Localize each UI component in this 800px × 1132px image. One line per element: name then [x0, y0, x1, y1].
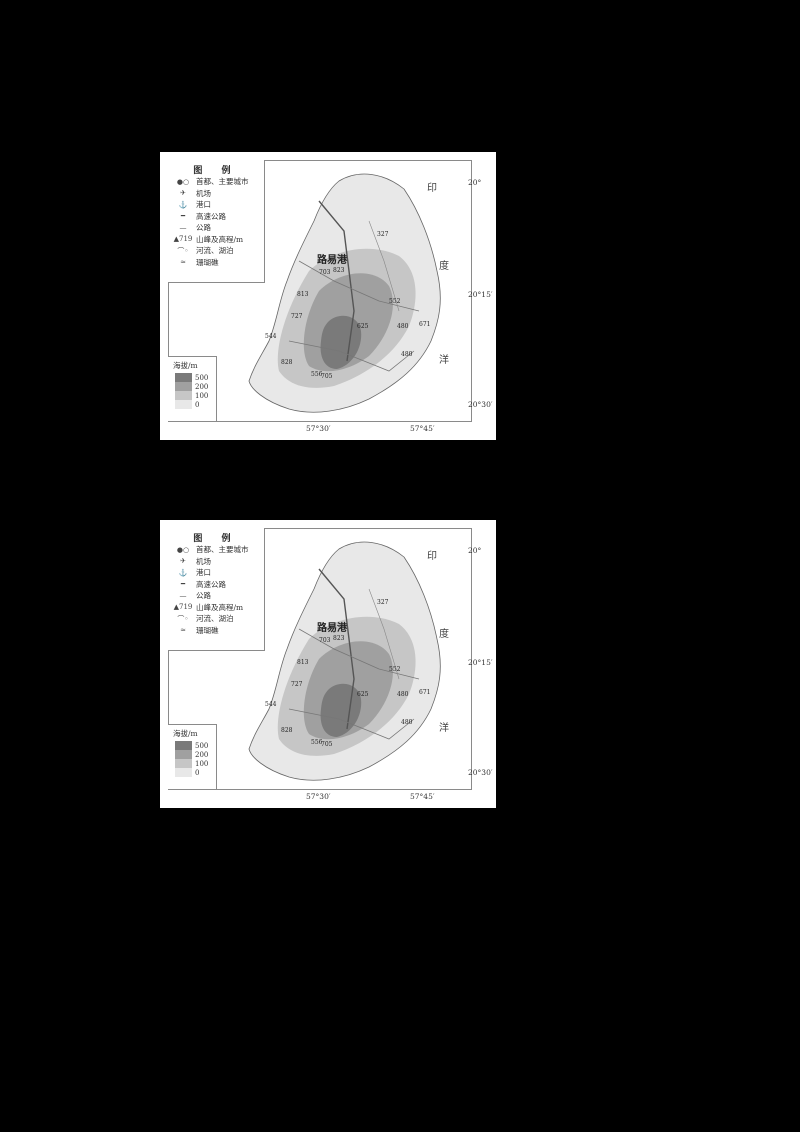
peak-label: 544 [265, 333, 277, 340]
legend-item-expressway: ━ 高速公路 [168, 211, 264, 223]
airport-icon: ✈ [180, 557, 186, 566]
legend-item-reef: ≈ 珊瑚礁 [168, 257, 264, 269]
swatch-500 [175, 741, 192, 750]
ocean-label-char: 印 [427, 183, 437, 194]
legend-item-road: — 公路 [168, 222, 264, 234]
peak-label: 625 [357, 691, 369, 698]
legend-item-expressway: ━ 高速公路 [168, 579, 264, 591]
swatch-100 [175, 759, 192, 768]
ocean-label-char: 度 [439, 629, 449, 640]
port-icon: ⚓ [178, 568, 188, 577]
port-icon: ⚓ [178, 200, 188, 209]
capital-city-icon: ●○ [176, 545, 190, 554]
peak-label: 480 [397, 691, 409, 698]
peak-label: 703 [319, 269, 331, 276]
city-label-port-louis: 路易港 [317, 255, 347, 266]
peak-label: 823 [333, 635, 345, 642]
peak-label: 727 [291, 313, 303, 320]
river-lake-icon: ⌒◦ [177, 614, 189, 623]
peak-label: 327 [377, 231, 389, 238]
longitude-label: 57°45′ [410, 792, 435, 801]
road-line-icon: — [179, 223, 187, 232]
peak-label: 813 [297, 659, 309, 666]
map-frame: 路易港 327 703 823 813 727 544 552 625 480 … [168, 160, 472, 422]
island-terrain [248, 173, 441, 413]
swatch-100 [175, 391, 192, 400]
river-lake-icon: ⌒◦ [177, 246, 189, 255]
swatch-200 [175, 382, 192, 391]
legend-item-river: ⌒◦ 河流、湖泊 [168, 245, 264, 257]
map-legend: 图 例 ●○ 首都、主要城市 ✈ 机场 ⚓ 港口 ━ 高速公路 — 公路 ▲719 山峰及高… [168, 160, 265, 283]
peak-label: 727 [291, 681, 303, 688]
peak-label: 703 [319, 637, 331, 644]
legend-item-port: ⚓ 港口 [168, 567, 264, 579]
expressway-line-icon: ━ [180, 212, 186, 221]
peak-label: 813 [297, 291, 309, 298]
legend-item-city: ●○ 首都、主要城市 [168, 176, 264, 188]
legend-item-river: ⌒◦ 河流、湖泊 [168, 613, 264, 625]
longitude-label: 57°30′ [306, 424, 331, 433]
peak-label: 705 [321, 373, 333, 380]
peak-icon: ▲719 [173, 603, 193, 612]
road-line-icon: — [179, 591, 187, 600]
peak-label: 480 [401, 719, 413, 726]
map-figure-2: 路易港 327 703 823 813 727 544 552 625 480 … [160, 520, 496, 808]
swatch-0 [175, 400, 192, 409]
longitude-label: 57°45′ [410, 424, 435, 433]
peak-label: 552 [389, 298, 401, 305]
ocean-label-char: 洋 [439, 355, 449, 366]
legend-item-peak: ▲719 山峰及高程/m [173, 234, 244, 244]
peak-label: 828 [281, 359, 293, 366]
latitude-label: 20°15′ [468, 658, 493, 667]
swatch-500 [175, 373, 192, 382]
ocean-label-char: 洋 [439, 723, 449, 734]
swatch-200 [175, 750, 192, 759]
peak-label: 552 [389, 666, 401, 673]
ocean-label-char: 印 [427, 551, 437, 562]
peak-label: 671 [419, 689, 431, 696]
peak-label: 544 [265, 701, 277, 708]
city-label-port-louis: 路易港 [317, 623, 347, 634]
latitude-label: 20°30′ [468, 768, 493, 777]
legend-item-city: ●○ 首都、主要城市 [168, 544, 264, 556]
coral-reef-icon: ≈ [180, 626, 186, 635]
legend-item-airport: ✈ 机场 [168, 556, 264, 568]
peak-label: 823 [333, 267, 345, 274]
peak-label: 556 [311, 739, 323, 746]
swatch-0 [175, 768, 192, 777]
expressway-line-icon: ━ [180, 580, 186, 589]
elevation-legend-title: 海拔/m [173, 729, 198, 738]
peak-label: 327 [377, 599, 389, 606]
peak-label: 828 [281, 727, 293, 734]
map-figure-1: 路易港 327 703 823 813 727 544 552 625 480 … [160, 152, 496, 440]
latitude-label: 20°15′ [468, 290, 493, 299]
legend-item-reef: ≈ 珊瑚礁 [168, 625, 264, 637]
peak-icon: ▲719 [173, 235, 193, 244]
peak-label: 480 [401, 351, 413, 358]
latitude-label: 20° [468, 178, 482, 187]
airport-icon: ✈ [180, 189, 186, 198]
peak-label: 480 [397, 323, 409, 330]
elevation-legend: 海拔/m 500 200 100 0 [168, 356, 217, 421]
legend-title: 图 例 [193, 166, 239, 176]
legend-item-road: — 公路 [168, 590, 264, 602]
ocean-label-char: 度 [439, 261, 449, 272]
peak-label: 556 [311, 371, 323, 378]
peak-label: 705 [321, 741, 333, 748]
map-legend: 图 例 ●○ 首都、主要城市 ✈ 机场 ⚓ 港口 ━ 高速公路 — 公路 ▲719 山峰及高… [168, 528, 265, 651]
legend-item-peak: ▲719 山峰及高程/m [173, 602, 244, 612]
elevation-legend-title: 海拔/m [173, 361, 198, 370]
legend-title: 图 例 [193, 534, 239, 544]
capital-city-icon: ●○ [176, 177, 190, 186]
island-terrain [248, 541, 441, 781]
elevation-legend: 海拔/m 500 200 100 0 [168, 724, 217, 789]
latitude-label: 20° [468, 546, 482, 555]
latitude-label: 20°30′ [468, 400, 493, 409]
coral-reef-icon: ≈ [180, 258, 186, 267]
longitude-label: 57°30′ [306, 792, 331, 801]
legend-item-airport: ✈ 机场 [168, 188, 264, 200]
peak-label: 671 [419, 321, 431, 328]
legend-item-port: ⚓ 港口 [168, 199, 264, 211]
peak-label: 625 [357, 323, 369, 330]
